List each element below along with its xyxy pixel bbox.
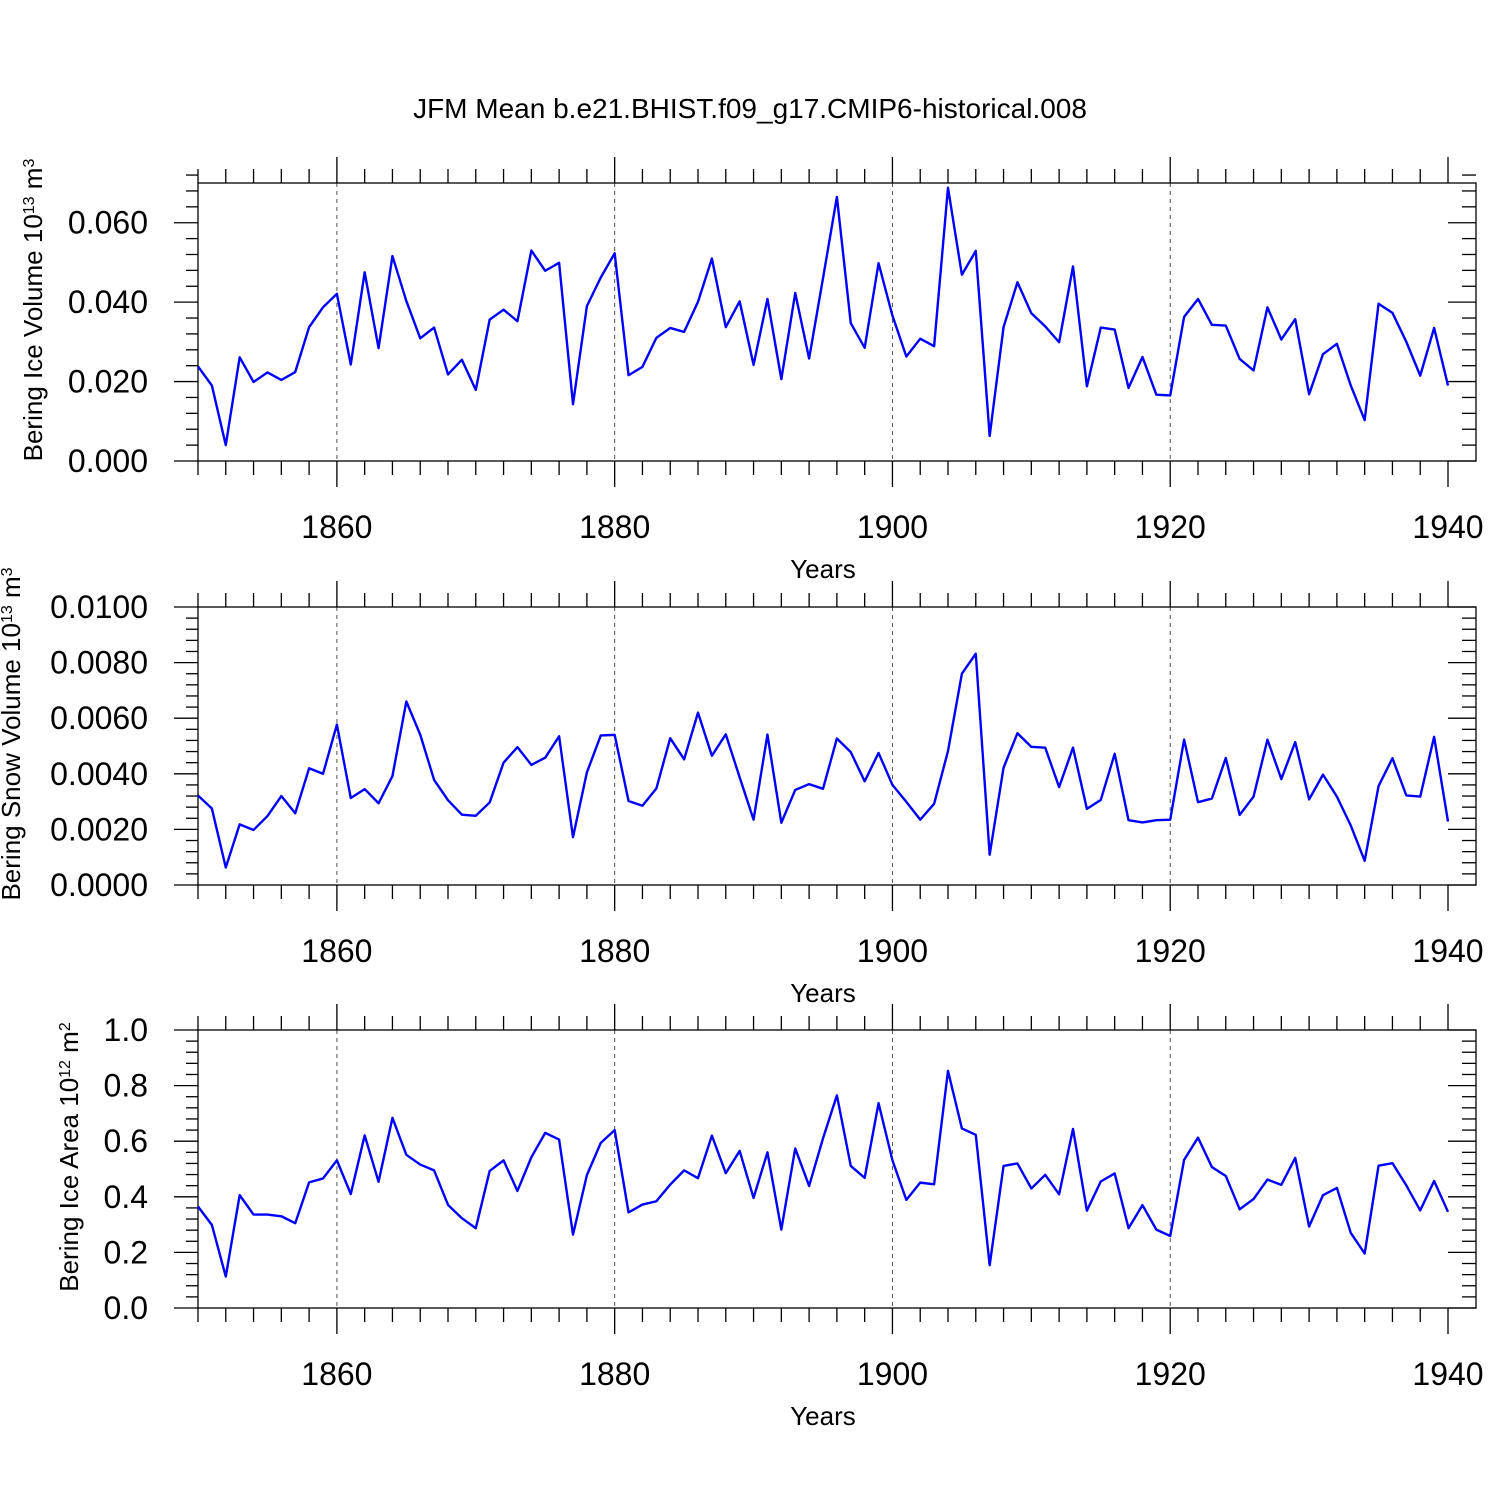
x-tick-label: 1920 [1135,933,1206,969]
x-tick-label: 1900 [857,1356,928,1392]
y-axis-label: Bering Snow Volume 1013 m3 [0,567,26,900]
x-axis-label: Years [790,978,856,1008]
x-tick-label: 1920 [1135,509,1206,545]
x-tick-label: 1860 [301,509,372,545]
plot-frame [197,606,1477,886]
y-tick-label: 0.0000 [50,867,148,903]
x-tick-label: 1880 [579,933,650,969]
x-tick-label: 1880 [579,509,650,545]
plot-frame [197,1029,1477,1309]
y-tick-label: 0.0 [104,1290,148,1326]
x-tick-label: 1940 [1412,1356,1483,1392]
x-tick-label: 1880 [579,1356,650,1392]
y-tick-label: 0.0040 [50,756,148,792]
panel-2: 0.0000 0.0020 0.0040 0.0060 0.0080 0.0100 1860… [0,567,1484,1008]
y-axis-label: Bering Ice Volume 1013 m3 [18,159,48,462]
y-tick-label: 1.0 [104,1012,148,1048]
plot-frame [197,182,1477,462]
y-tick-label: 0.060 [68,205,148,241]
x-axis-label: Years [790,1401,856,1431]
x-tick-label: 1900 [857,509,928,545]
y-tick-label: 0.2 [104,1234,148,1270]
y-tick-label: 0.0100 [50,589,148,625]
chart-title: JFM Mean b.e21.BHIST.f09_g17.CMIP6-histo… [413,93,1087,124]
x-tick-label: 1940 [1412,933,1483,969]
panel-3: 0.0 0.2 0.4 0.6 0.8 1.0 1860 1880 1900 1920 1940 Ye… [54,1004,1484,1431]
series-line [197,652,1450,869]
y-tick-label: 0.020 [68,364,148,400]
series-line [197,186,1450,447]
y-tick-label: 0.8 [104,1068,148,1104]
panel-1: 0.000 0.020 0.040 0.060 1860 1880 1900 1920 1940… [18,157,1484,584]
x-tick-label: 1900 [857,933,928,969]
panels: 0.000 0.020 0.040 0.060 1860 1880 1900 1920 1940… [0,157,1484,1431]
y-tick-label: 0.4 [104,1179,148,1215]
y-tick-label: 0.6 [104,1123,148,1159]
y-tick-label: 0.0080 [50,645,148,681]
y-tick-label: 0.040 [68,284,148,320]
y-axis-label: Bering Ice Area 1012 m2 [54,1022,84,1292]
x-axis-label: Years [790,554,856,584]
x-tick-label: 1920 [1135,1356,1206,1392]
x-tick-label: 1860 [301,1356,372,1392]
y-tick-label: 0.0020 [50,811,148,847]
x-tick-label: 1940 [1412,509,1483,545]
y-tick-label: 0.000 [68,443,148,479]
x-tick-label: 1860 [301,933,372,969]
y-tick-label: 0.0060 [50,700,148,736]
series-line [197,1069,1450,1278]
